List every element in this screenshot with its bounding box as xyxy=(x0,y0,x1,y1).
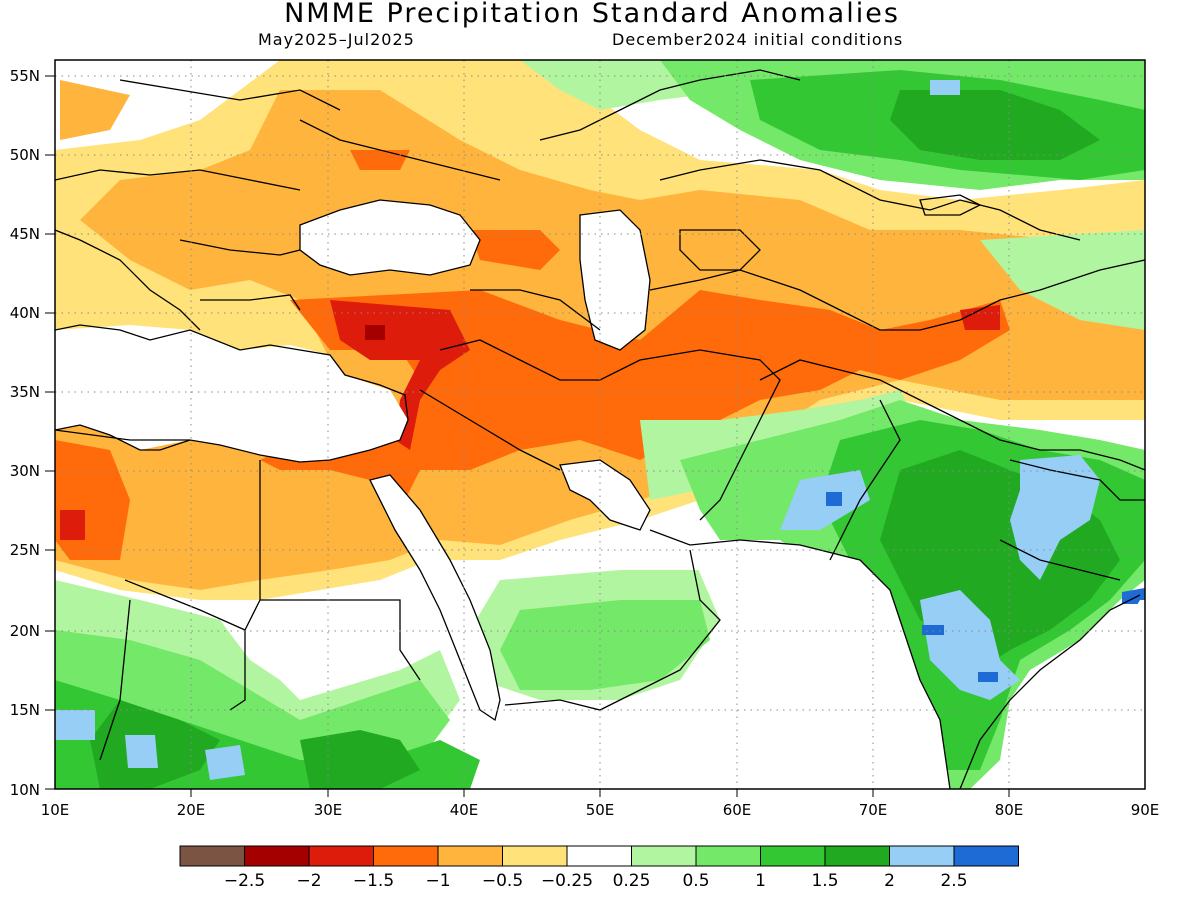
map-area xyxy=(55,60,1145,789)
lat-tick-label: 45N xyxy=(10,225,40,243)
legend-label: 1 xyxy=(755,871,766,891)
legend-label: 1.5 xyxy=(811,871,838,891)
legend-label: −0.5 xyxy=(482,871,523,891)
legend-swatch xyxy=(824,845,890,867)
legend-label: 2 xyxy=(884,871,895,891)
lon-tick-label: 60E xyxy=(723,801,752,819)
period-label: May2025–Jul2025 xyxy=(258,30,415,49)
legend-label: −1 xyxy=(425,871,450,891)
legend-swatch xyxy=(244,845,310,867)
initial-conditions-label: December2024 initial conditions xyxy=(612,30,903,49)
map-title: NMME Precipitation Standard Anomalies xyxy=(284,0,900,29)
legend-swatch xyxy=(953,845,1019,867)
legend-swatch xyxy=(695,845,761,867)
legend-swatch xyxy=(566,845,632,867)
lat-tick-label: 30N xyxy=(10,462,40,480)
legend-label: −2 xyxy=(296,871,321,891)
lon-tick-label: 30E xyxy=(314,801,343,819)
graticule xyxy=(55,60,1145,789)
legend-swatch xyxy=(373,845,439,867)
legend-swatch xyxy=(631,845,697,867)
longitude-tick-marks xyxy=(190,789,1010,797)
legend-swatch xyxy=(889,845,955,867)
sea-areas xyxy=(55,200,1145,789)
latitude-tick-marks xyxy=(45,75,55,790)
legend-swatch xyxy=(760,845,826,867)
color-legend: −2.5 −2 −1.5 −1 −0.5 −0.25 0.25 0.5 1 1.5 2 2.5 xyxy=(179,845,1019,891)
legend-label: −1.5 xyxy=(353,871,394,891)
lon-tick-label: 70E xyxy=(859,801,888,819)
lat-tick-label: 20N xyxy=(10,622,40,640)
coastlines-and-borders xyxy=(55,69,1145,789)
anomaly-blue-regions xyxy=(826,492,1145,682)
legend-label: −2.5 xyxy=(224,871,265,891)
legend-swatch xyxy=(179,845,245,867)
anomaly-dark-red-regions xyxy=(365,325,385,340)
legend-label: 2.5 xyxy=(940,871,967,891)
lat-tick-label: 40N xyxy=(10,304,40,322)
legend-swatch xyxy=(437,845,503,867)
legend-swatch xyxy=(502,845,568,867)
lat-tick-label: 35N xyxy=(10,383,40,401)
lon-tick-label: 40E xyxy=(450,801,479,819)
lon-tick-label: 90E xyxy=(1131,801,1160,819)
lat-tick-label: 15N xyxy=(10,701,40,719)
lat-tick-label: 55N xyxy=(10,67,40,85)
legend-label: −0.25 xyxy=(541,871,593,891)
lat-tick-label: 50N xyxy=(10,146,40,164)
lon-tick-label: 80E xyxy=(995,801,1024,819)
legend-swatch xyxy=(308,845,374,867)
lon-tick-label: 10E xyxy=(41,801,70,819)
legend-label: 0.5 xyxy=(682,871,709,891)
lon-tick-label: 20E xyxy=(177,801,206,819)
latitude-axis: 55N 50N 45N 40N 35N 30N 25N 20N 15N 10N xyxy=(10,67,40,799)
lat-tick-label: 25N xyxy=(10,541,40,559)
lon-tick-label: 50E xyxy=(586,801,615,819)
longitude-axis: 10E 20E 30E 40E 50E 60E 70E 80E 90E xyxy=(41,801,1160,819)
lat-tick-label: 10N xyxy=(10,781,40,799)
legend-label: 0.25 xyxy=(613,871,651,891)
